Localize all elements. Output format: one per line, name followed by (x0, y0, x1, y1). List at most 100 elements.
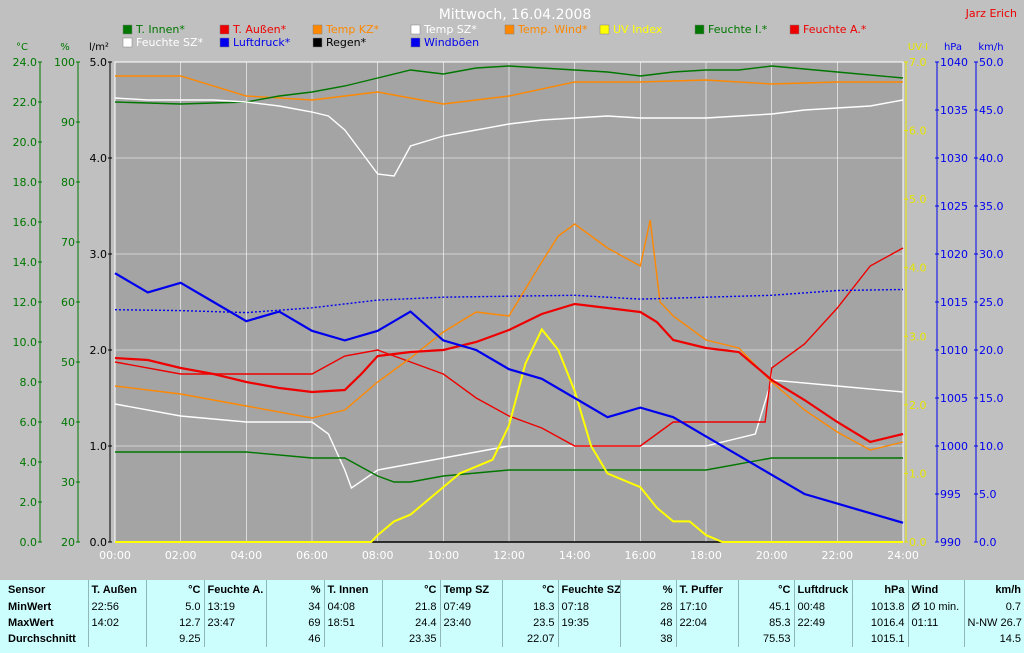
x-tick-label: 12:00 (493, 549, 525, 562)
axis-tick-label: 4.0 (20, 456, 38, 469)
stat-min-value: 18.3 (501, 599, 558, 615)
x-tick-label: 10:00 (427, 549, 459, 562)
legend-swatch (599, 24, 610, 35)
stat-unit-t-innen: °C (381, 580, 440, 599)
stat-unit-t-außen: °C (145, 580, 204, 599)
axis-tick-label: 15.0 (979, 392, 1004, 405)
legend-swatch (312, 37, 323, 48)
stat-avg-spacer (675, 631, 738, 647)
stat-header-wind: Wind (907, 580, 964, 599)
stat-unit-feuchte-a-: % (265, 580, 324, 599)
axis-unit-label: UV-I (908, 42, 928, 53)
axis-tick-label: 30.0 (979, 248, 1004, 261)
stat-header-feuchte-a-: Feuchte A. (203, 580, 266, 599)
x-tick-label: 16:00 (624, 549, 656, 562)
axis-tick-label: 8.0 (20, 376, 38, 389)
axis-tick-label: 20.0 (979, 344, 1004, 357)
table-row-min: MinWert 22:56 5.0 13:19 34 04:08 21.8 07:49 18.… (0, 599, 1024, 615)
axis-tick-label: 1040 (940, 56, 968, 69)
stat-avg-spacer (557, 631, 620, 647)
stat-min-value: 34 (265, 599, 324, 615)
axis-tick-label: 990 (940, 536, 961, 549)
series-line-feuchte-a (114, 247, 904, 447)
table-row-avg: Durchschnitt 9.25 46 23.35 22.07 38 75.53 1015… (0, 631, 1024, 647)
table-row-max: MaxWert 14:02 12.7 23:47 69 18:51 24.4 23:40 23… (0, 615, 1024, 631)
stat-unit-temp-sz: °C (501, 580, 558, 599)
x-tick-label: 00:00 (99, 549, 131, 562)
legend-swatch (410, 37, 421, 48)
axis-tick-label: 10.0 (979, 440, 1004, 453)
x-tick-label: 14:00 (559, 549, 591, 562)
stat-header-t-außen: T. Außen (87, 580, 146, 599)
axis-tick-label: 0.0 (90, 536, 108, 549)
axis-tick-label: 1015 (940, 296, 968, 309)
x-tick-label: 02:00 (165, 549, 197, 562)
chart-svg: °C 0.0 2.0 4.0 6.0 8.0 10.0 12.0 14.0 16.0 18.0 20.… (12, 7, 1018, 562)
stat-avg-spacer (439, 631, 502, 647)
axis-tick-label: 24.0 (13, 56, 38, 69)
stat-max-time: 18:51 (323, 615, 382, 631)
stat-min-time: 17:10 (675, 599, 738, 615)
stat-avg-value: 1015.1 (851, 631, 908, 647)
stat-min-value: 21.8 (381, 599, 440, 615)
axis-tick-label: 40 (61, 416, 75, 429)
row-label-max: MaxWert (8, 617, 54, 629)
axis-tick-label: 50 (61, 356, 75, 369)
axis-tick-label: 90 (61, 116, 75, 129)
stat-max-value: N-NW 26.7 (963, 615, 1024, 631)
axis-tick-label: 12.0 (13, 296, 38, 309)
axis-unit-label: % (60, 42, 70, 53)
stat-avg-spacer (793, 631, 852, 647)
legend-label: Temp. Wind* (517, 23, 588, 36)
stat-unit-wind: km/h (963, 580, 1024, 599)
stat-max-time: 19:35 (557, 615, 620, 631)
axis-tick-label: 80 (61, 176, 75, 189)
x-tick-label: 04:00 (230, 549, 262, 562)
stat-min-time: 13:19 (203, 599, 266, 615)
axis-tick-label: 7.0 (909, 56, 927, 69)
stat-max-value: 23.5 (501, 615, 558, 631)
stat-avg-value: 14.5 (963, 631, 1024, 647)
legend-label: Temp SZ* (423, 23, 477, 36)
header-sensor: Sensor (8, 583, 46, 596)
stat-avg-value: 46 (265, 631, 324, 647)
stat-min-value: 5.0 (145, 599, 204, 615)
axis-tick-label: 4.0 (909, 262, 927, 275)
series-line-uv-index (115, 327, 903, 543)
stat-min-value: 0.7 (963, 599, 1024, 615)
axis-tick-label: 0.0 (909, 536, 927, 549)
stat-header-t-innen: T. Innen (323, 580, 382, 599)
stat-header-t-puffer: T. Puffer (675, 580, 738, 599)
legend-swatch (219, 37, 230, 48)
legend-label: Regen* (326, 36, 367, 49)
axis-tick-label: 1005 (940, 392, 968, 405)
axis-tick-label: 1035 (940, 104, 968, 117)
axis-tick-label: 22.0 (13, 96, 38, 109)
legend-swatch (312, 24, 323, 35)
stat-avg-value: 22.07 (501, 631, 558, 647)
axis-tick-label: 6.0 (909, 125, 927, 138)
axis-tick-label: 2.0 (90, 344, 108, 357)
series-line-temp-wind (114, 219, 904, 451)
row-label-avg: Durchschnitt (8, 633, 76, 645)
x-tick-label: 06:00 (296, 549, 328, 562)
stat-header-temp-sz: Temp SZ (439, 580, 502, 599)
stat-header-luftdruck: Luftdruck (793, 580, 852, 599)
stat-avg-value: 38 (619, 631, 676, 647)
legend-swatch (122, 24, 133, 35)
legend-swatch (694, 24, 705, 35)
stat-max-time: 22:49 (793, 615, 852, 631)
stat-avg-spacer (203, 631, 266, 647)
stat-avg-spacer (87, 631, 146, 647)
axis-unit-label: hPa (944, 42, 962, 53)
chart-title: Mittwoch, 16.04.2008 (439, 7, 592, 23)
axis-tick-label: 1.0 (909, 467, 927, 480)
axis-tick-label: 40.0 (979, 152, 1004, 165)
stat-max-time: 23:47 (203, 615, 266, 631)
legend-swatch (789, 24, 800, 35)
stat-max-time: 22:04 (675, 615, 738, 631)
axis-tick-label: 3.0 (90, 248, 108, 261)
x-tick-label: 24:00 (887, 549, 919, 562)
axis-tick-label: 100 (54, 56, 75, 69)
stat-min-time: 00:48 (793, 599, 852, 615)
